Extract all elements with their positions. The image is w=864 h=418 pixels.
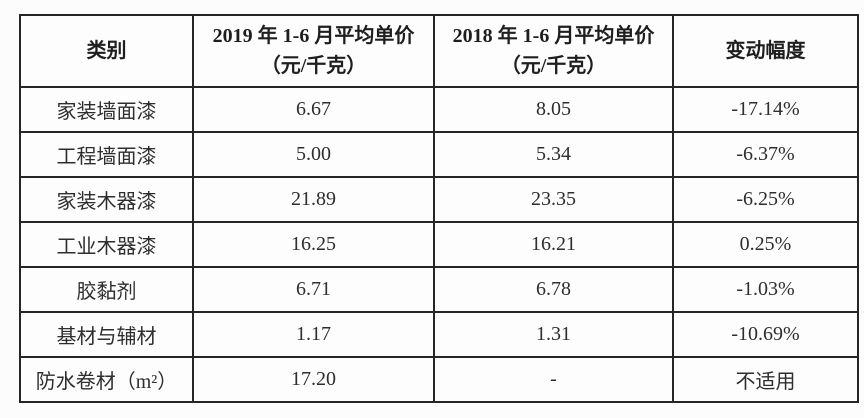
category-cell: 胶黏剂	[19, 266, 194, 313]
change-cell: -6.37%	[672, 131, 859, 178]
price-2019-cell: 21.89	[192, 176, 435, 223]
header-avg-price-2019-line1: 2019 年 1-6 月平均单价	[212, 25, 415, 47]
header-category-line1: 类别	[86, 40, 127, 62]
price-2019-cell: 16.25	[192, 221, 435, 268]
category-cell: 基材与辅材	[19, 311, 194, 358]
price-2018-cell: 16.21	[433, 221, 674, 268]
header-change-line1: 变动幅度	[725, 40, 806, 62]
price-2019-cell: 17.20	[192, 356, 435, 403]
change-cell: 0.25%	[672, 221, 859, 268]
header-avg-price-2018: 2018 年 1-6 月平均单价 （元/千克）	[433, 14, 674, 88]
table-body: 家装墙面漆 6.67 8.05 -17.14% 工程墙面漆 5.00 5.34 …	[19, 86, 859, 403]
change-cell: -10.69%	[672, 311, 859, 358]
price-2018-cell: 6.78	[433, 266, 674, 313]
header-avg-price-2018-line1: 2018 年 1-6 月平均单价	[452, 25, 655, 47]
header-avg-price-2018-line2: （元/千克）	[500, 55, 607, 77]
change-cell: -1.03%	[672, 266, 859, 313]
table-row: 家装墙面漆 6.67 8.05 -17.14%	[19, 86, 859, 133]
header-change: 变动幅度	[672, 14, 859, 88]
header-row: 类别 2019 年 1-6 月平均单价 （元/千克） 2018 年 1-6 月平…	[19, 14, 859, 88]
table-row: 胶黏剂 6.71 6.78 -1.03%	[19, 266, 859, 313]
change-cell: -17.14%	[672, 86, 859, 133]
price-2019-cell: 5.00	[192, 131, 435, 178]
header-avg-price-2019: 2019 年 1-6 月平均单价 （元/千克）	[192, 14, 435, 88]
price-2019-cell: 6.71	[192, 266, 435, 313]
price-2018-cell: -	[433, 356, 674, 403]
change-cell: 不适用	[672, 356, 859, 403]
price-2019-cell: 1.17	[192, 311, 435, 358]
category-cell: 家装木器漆	[19, 176, 194, 223]
price-2018-cell: 1.31	[433, 311, 674, 358]
table-header: 类别 2019 年 1-6 月平均单价 （元/千克） 2018 年 1-6 月平…	[19, 14, 859, 88]
unit-price-comparison-table: 类别 2019 年 1-6 月平均单价 （元/千克） 2018 年 1-6 月平…	[19, 14, 859, 403]
price-2018-cell: 23.35	[433, 176, 674, 223]
change-cell: -6.25%	[672, 176, 859, 223]
table-row: 家装木器漆 21.89 23.35 -6.25%	[19, 176, 859, 223]
header-avg-price-2019-line2: （元/千克）	[260, 55, 367, 77]
header-category: 类别	[19, 14, 194, 88]
price-2018-cell: 8.05	[433, 86, 674, 133]
table-row: 防水卷材（m²） 17.20 - 不适用	[19, 356, 859, 403]
table-row: 工程墙面漆 5.00 5.34 -6.37%	[19, 131, 859, 178]
category-cell: 工程墙面漆	[19, 131, 194, 178]
table-row: 工业木器漆 16.25 16.21 0.25%	[19, 221, 859, 268]
table-row: 基材与辅材 1.17 1.31 -10.69%	[19, 311, 859, 358]
category-cell: 防水卷材（m²）	[19, 356, 194, 403]
price-2018-cell: 5.34	[433, 131, 674, 178]
price-2019-cell: 6.67	[192, 86, 435, 133]
category-cell: 家装墙面漆	[19, 86, 194, 133]
category-cell: 工业木器漆	[19, 221, 194, 268]
